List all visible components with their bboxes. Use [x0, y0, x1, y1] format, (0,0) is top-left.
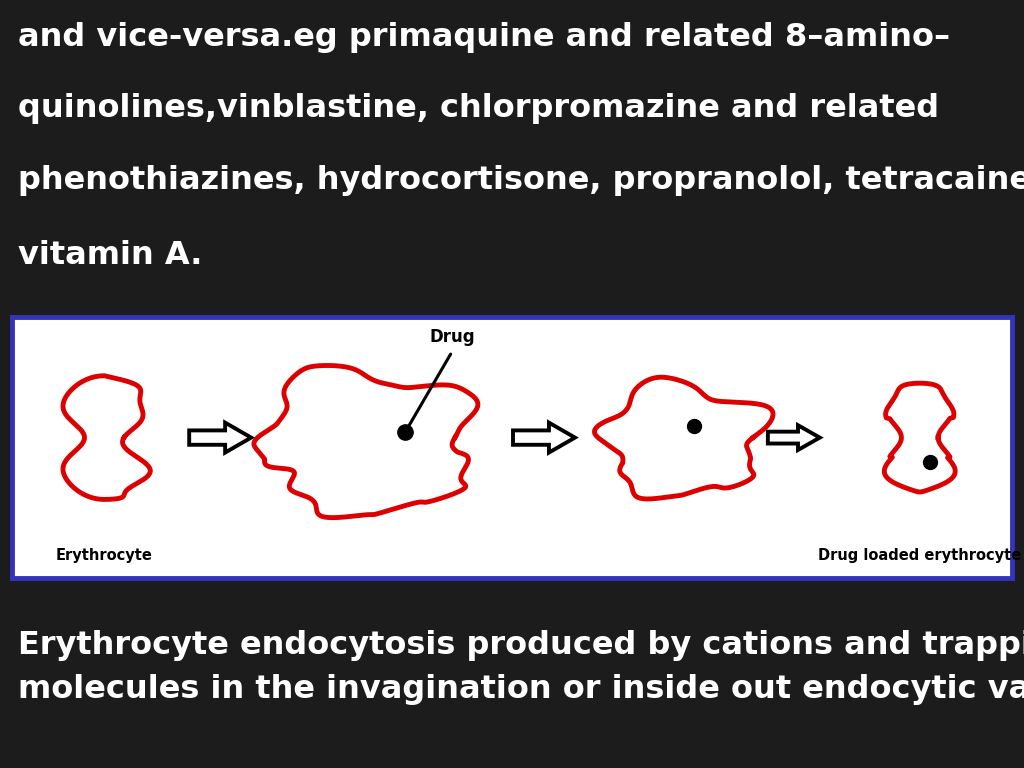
Text: Erythrocyte endocytosis produced by cations and trapping of
molecules in the inv: Erythrocyte endocytosis produced by cati… [18, 630, 1024, 705]
Text: Drug loaded erythrocyte: Drug loaded erythrocyte [818, 548, 1021, 563]
Text: and vice-versa.eg primaquine and related 8–amino–: and vice-versa.eg primaquine and related… [18, 22, 950, 53]
Text: Erythrocyte: Erythrocyte [55, 548, 153, 563]
Text: phenothiazines, hydrocortisone, propranolol, tetracaine, and: phenothiazines, hydrocortisone, proprano… [18, 165, 1024, 196]
Text: vitamin A.: vitamin A. [18, 240, 203, 270]
Text: quinolines,vinblastine, chlorpromazine and related: quinolines,vinblastine, chlorpromazine a… [18, 94, 940, 124]
Polygon shape [189, 422, 251, 452]
Polygon shape [513, 422, 574, 452]
Polygon shape [768, 425, 820, 450]
Text: Drug: Drug [429, 329, 475, 346]
